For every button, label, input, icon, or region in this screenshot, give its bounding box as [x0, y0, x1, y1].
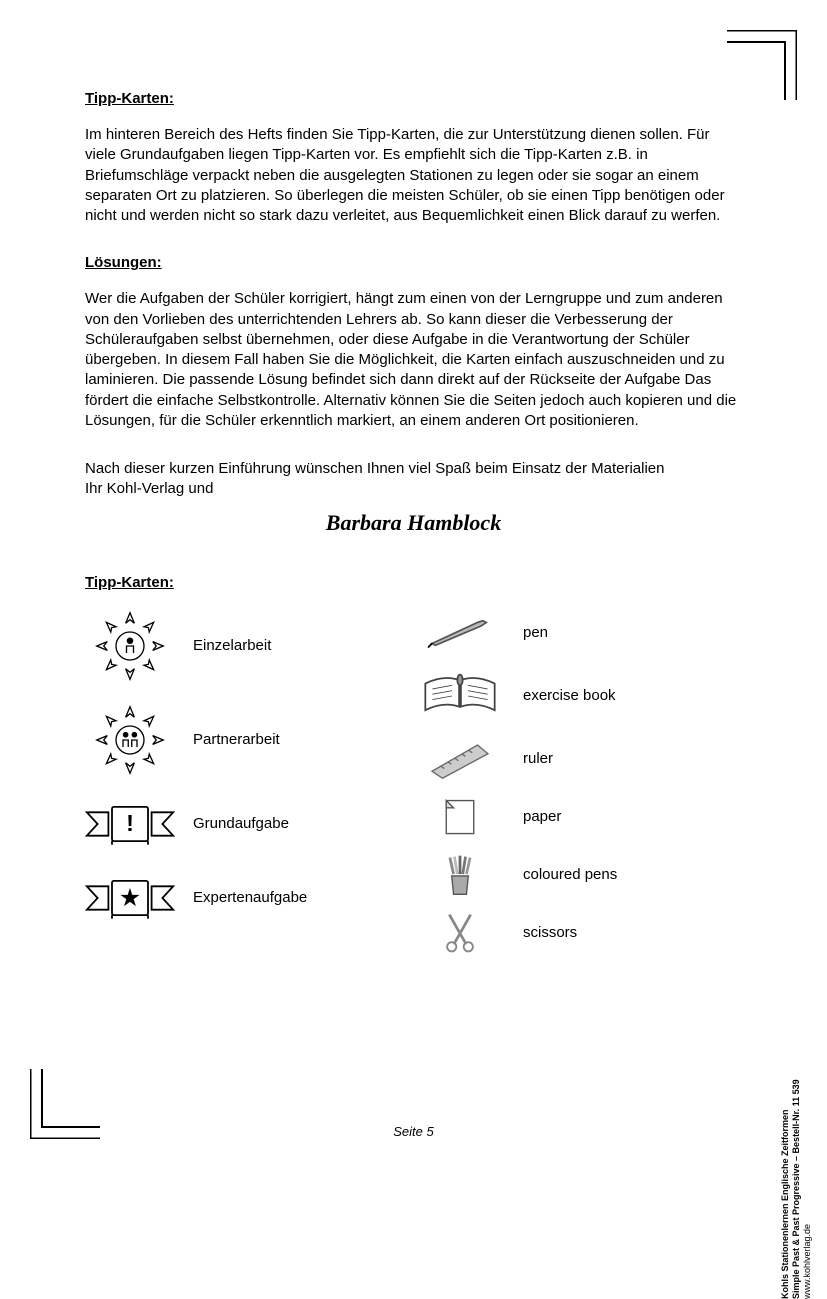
legend-item-ruler: ruler [415, 737, 695, 781]
tipp-body: Im hinteren Bereich des Hefts finden Sie… [85, 125, 742, 226]
coloured-pens-icon [415, 853, 505, 897]
legend-label: Expertenaufgabe [193, 889, 307, 906]
page-number: Seite 5 [393, 1124, 433, 1139]
author-signature: Barbara Hamblock [85, 510, 742, 536]
legend-heading: Tipp-Karten: [85, 574, 742, 591]
legend-item-colpens: coloured pens [415, 853, 695, 897]
legend-item-book: exercise book [415, 669, 695, 723]
closing-text: Nach dieser kurzen Einführung wünschen I… [85, 459, 742, 500]
legend-label: Grundaufgabe [193, 815, 289, 832]
paper-icon [415, 795, 505, 839]
legend-item-paper: paper [415, 795, 695, 839]
side-line2: Simple Past & Past Progressive – Bestell… [791, 1079, 801, 1299]
corner-bottom-left [30, 1069, 100, 1139]
legend-item-scissors: scissors [415, 911, 695, 955]
pen-icon [415, 611, 505, 655]
side-url: www.kohlverlag.de [802, 1224, 812, 1299]
legend-label: coloured pens [523, 866, 617, 883]
legend-label: exercise book [523, 687, 616, 704]
exercise-book-icon [415, 669, 505, 723]
tipp-heading: Tipp-Karten: [85, 90, 742, 107]
legend-item-expertenaufgabe: ★ Expertenaufgabe [85, 873, 365, 923]
legend-label: scissors [523, 924, 577, 941]
sun-single-icon [85, 611, 175, 681]
svg-text:★: ★ [119, 884, 142, 912]
ruler-icon [415, 737, 505, 781]
legend-item-grundaufgabe: ! Grundaufgabe [85, 799, 365, 849]
banner-star-icon: ★ [85, 873, 175, 923]
scissors-icon [415, 911, 505, 955]
legend-label: pen [523, 624, 548, 641]
loesungen-body: Wer die Aufgaben der Schüler korrigiert,… [85, 289, 742, 431]
legend-item-pen: pen [415, 611, 695, 655]
loesungen-heading: Lösungen: [85, 254, 742, 271]
legend-label: paper [523, 808, 561, 825]
side-publication-info: Kohls Stationenlernen Englische Zeitform… [781, 1079, 813, 1299]
legend-label: Partnerarbeit [193, 731, 280, 748]
svg-text:!: ! [126, 810, 134, 836]
banner-exclamation-icon: ! [85, 799, 175, 849]
legend-item-partnerarbeit: Partnerarbeit [85, 705, 365, 775]
legend-label: ruler [523, 750, 553, 767]
sun-pair-icon [85, 705, 175, 775]
side-line1: Kohls Stationenlernen Englische Zeitform… [781, 1109, 791, 1299]
corner-top-right [727, 30, 797, 100]
legend-item-einzelarbeit: Einzelarbeit [85, 611, 365, 681]
legend-label: Einzelarbeit [193, 637, 271, 654]
